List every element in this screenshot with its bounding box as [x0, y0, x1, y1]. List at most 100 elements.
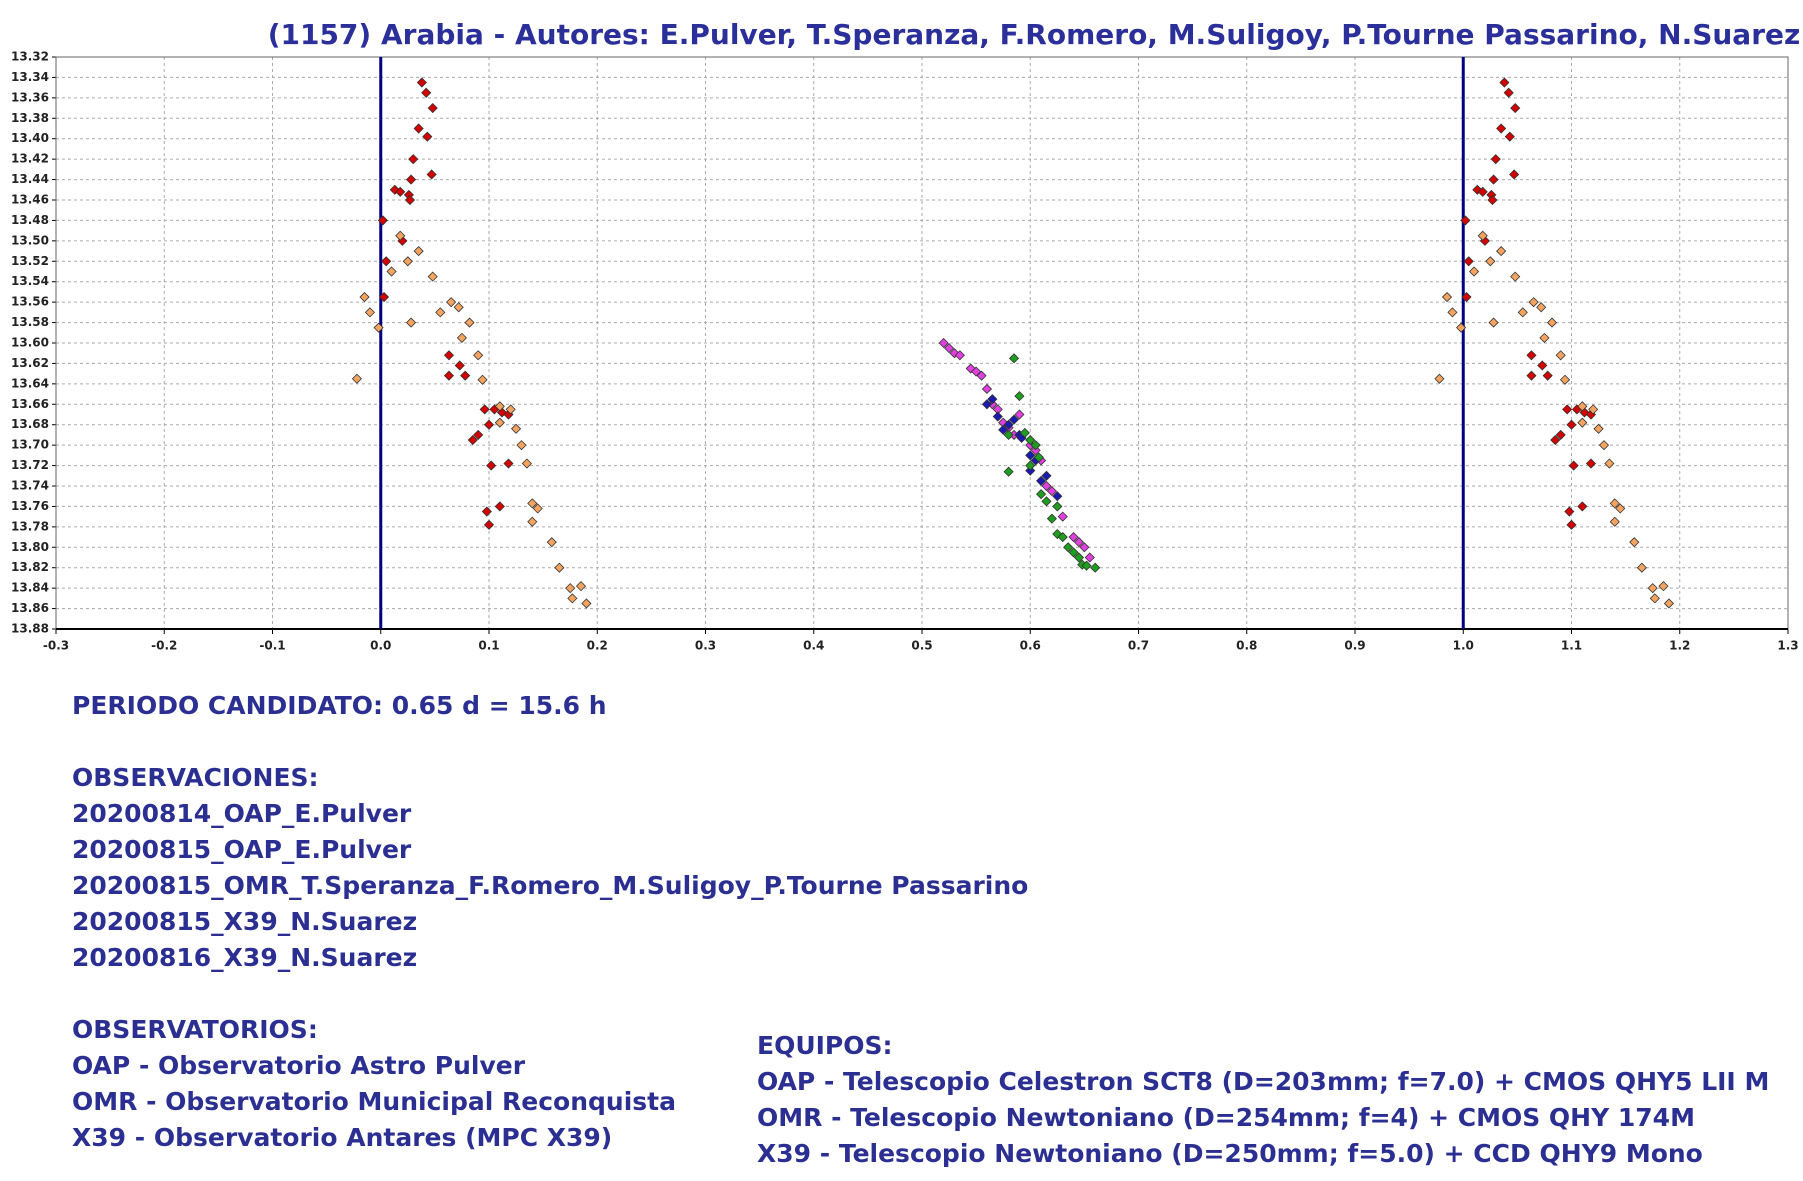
data-point [1528, 297, 1539, 308]
data-point [1555, 350, 1566, 361]
data-point [1019, 427, 1030, 438]
data-point [1090, 562, 1101, 573]
data-point [1441, 291, 1453, 303]
data-point [575, 581, 587, 592]
data-point [1510, 271, 1521, 282]
data-point [1036, 475, 1047, 486]
data-point [1063, 542, 1074, 553]
y-tick-label: 13.52 [11, 254, 49, 268]
data-point [1490, 154, 1501, 165]
data-point [1588, 404, 1599, 415]
section-item: OAP - Telescopio Celestron SCT8 (D=203mm… [757, 1067, 1769, 1096]
data-point [1025, 434, 1036, 446]
data-point [1537, 360, 1548, 371]
data-point [473, 350, 484, 361]
data-point [516, 440, 527, 451]
data-point [377, 215, 388, 226]
x-tick-label: 0.5 [911, 639, 932, 653]
data-point [1604, 458, 1615, 469]
data-point [421, 87, 432, 98]
data-point [527, 516, 538, 527]
data-point [473, 429, 484, 440]
data-point [1609, 498, 1620, 509]
data-point [521, 458, 532, 469]
section-item: OMR - Telescopio Newtoniano (D=254mm; f=… [757, 1103, 1695, 1132]
data-point [1485, 256, 1496, 267]
data-point [446, 297, 457, 308]
data-point [1003, 429, 1014, 440]
section-item: X39 - Observatorio Antares (MPC X39) [72, 1123, 612, 1152]
data-point [1546, 317, 1558, 328]
data-point [1081, 560, 1092, 571]
data-point [427, 271, 438, 282]
data-point [426, 169, 437, 180]
section-heading: OBSERVACIONES: [72, 763, 319, 792]
data-point [567, 593, 578, 604]
data-point [1014, 409, 1025, 420]
data-point [510, 423, 522, 434]
y-tick-label: 13.76 [11, 499, 49, 513]
data-point [479, 404, 490, 415]
section-item: 20200816_X39_N.Suarez [72, 943, 417, 972]
data-point [532, 503, 543, 514]
x-tick-label: 1.3 [1777, 639, 1798, 653]
data-point [546, 537, 557, 548]
y-tick-label: 13.46 [11, 193, 49, 207]
data-point [1041, 496, 1052, 507]
data-point [359, 291, 370, 303]
y-tick-label: 13.54 [11, 274, 49, 288]
data-point [1577, 401, 1588, 412]
section-heading: EQUIPOS: [757, 1031, 893, 1060]
data-point [981, 383, 993, 395]
data-point [1003, 419, 1014, 430]
data-point [1577, 417, 1588, 428]
y-tick-label: 13.50 [11, 233, 49, 247]
data-point [1079, 542, 1090, 553]
data-point [351, 373, 363, 384]
data-point [581, 598, 592, 609]
data-point [1477, 230, 1488, 241]
data-point [1036, 489, 1047, 500]
data-point [378, 291, 390, 303]
data-point [1487, 194, 1498, 206]
data-point [1636, 562, 1647, 573]
data-point [1488, 174, 1499, 185]
section-item: OAP - Observatorio Astro Pulver [72, 1051, 526, 1080]
chart-title: (1157) Arabia - Autores: E.Pulver, T.Spe… [268, 18, 1801, 51]
data-point [554, 562, 565, 573]
x-tick-label: 1.0 [1453, 639, 1474, 653]
x-tick-label: 0.7 [1128, 639, 1149, 653]
data-point [965, 363, 976, 374]
data-point [494, 501, 505, 512]
data-point [413, 123, 424, 134]
data-point [1046, 513, 1057, 524]
data-point [1647, 583, 1658, 594]
period: PERIODO CANDIDATO: 0.65 d = 15.6 h [72, 691, 607, 720]
x-tick-label: 0.3 [695, 639, 716, 653]
data-point [1014, 391, 1025, 402]
plot: 13.32 13.34 13.36 13.38 13.40 13.42 13.44 13.46… [11, 50, 1799, 653]
data-point [503, 458, 514, 469]
data-point [1068, 532, 1079, 543]
data-point [1615, 503, 1626, 514]
data-point [1084, 552, 1095, 563]
data-point [1030, 440, 1041, 451]
x-tick-label: 0.9 [1344, 639, 1365, 653]
data-point [373, 322, 384, 333]
data-point [481, 506, 492, 517]
y-tick-label: 13.80 [11, 540, 49, 554]
data-point [427, 103, 438, 114]
data-point [1041, 480, 1052, 492]
data-point [1052, 491, 1063, 502]
data-point [1008, 414, 1020, 425]
data-point [477, 374, 488, 385]
data-point [1025, 465, 1036, 476]
data-point [408, 154, 419, 165]
data-point [467, 434, 478, 446]
y-tick-label: 13.78 [11, 519, 49, 533]
section-item: 20200815_OMR_T.Speranza_F.Romero_M.Sulig… [72, 871, 1028, 900]
x-tick-label: 0.6 [1020, 639, 1041, 653]
section-item: 20200815_X39_N.Suarez [72, 907, 417, 936]
data-point [413, 246, 424, 257]
